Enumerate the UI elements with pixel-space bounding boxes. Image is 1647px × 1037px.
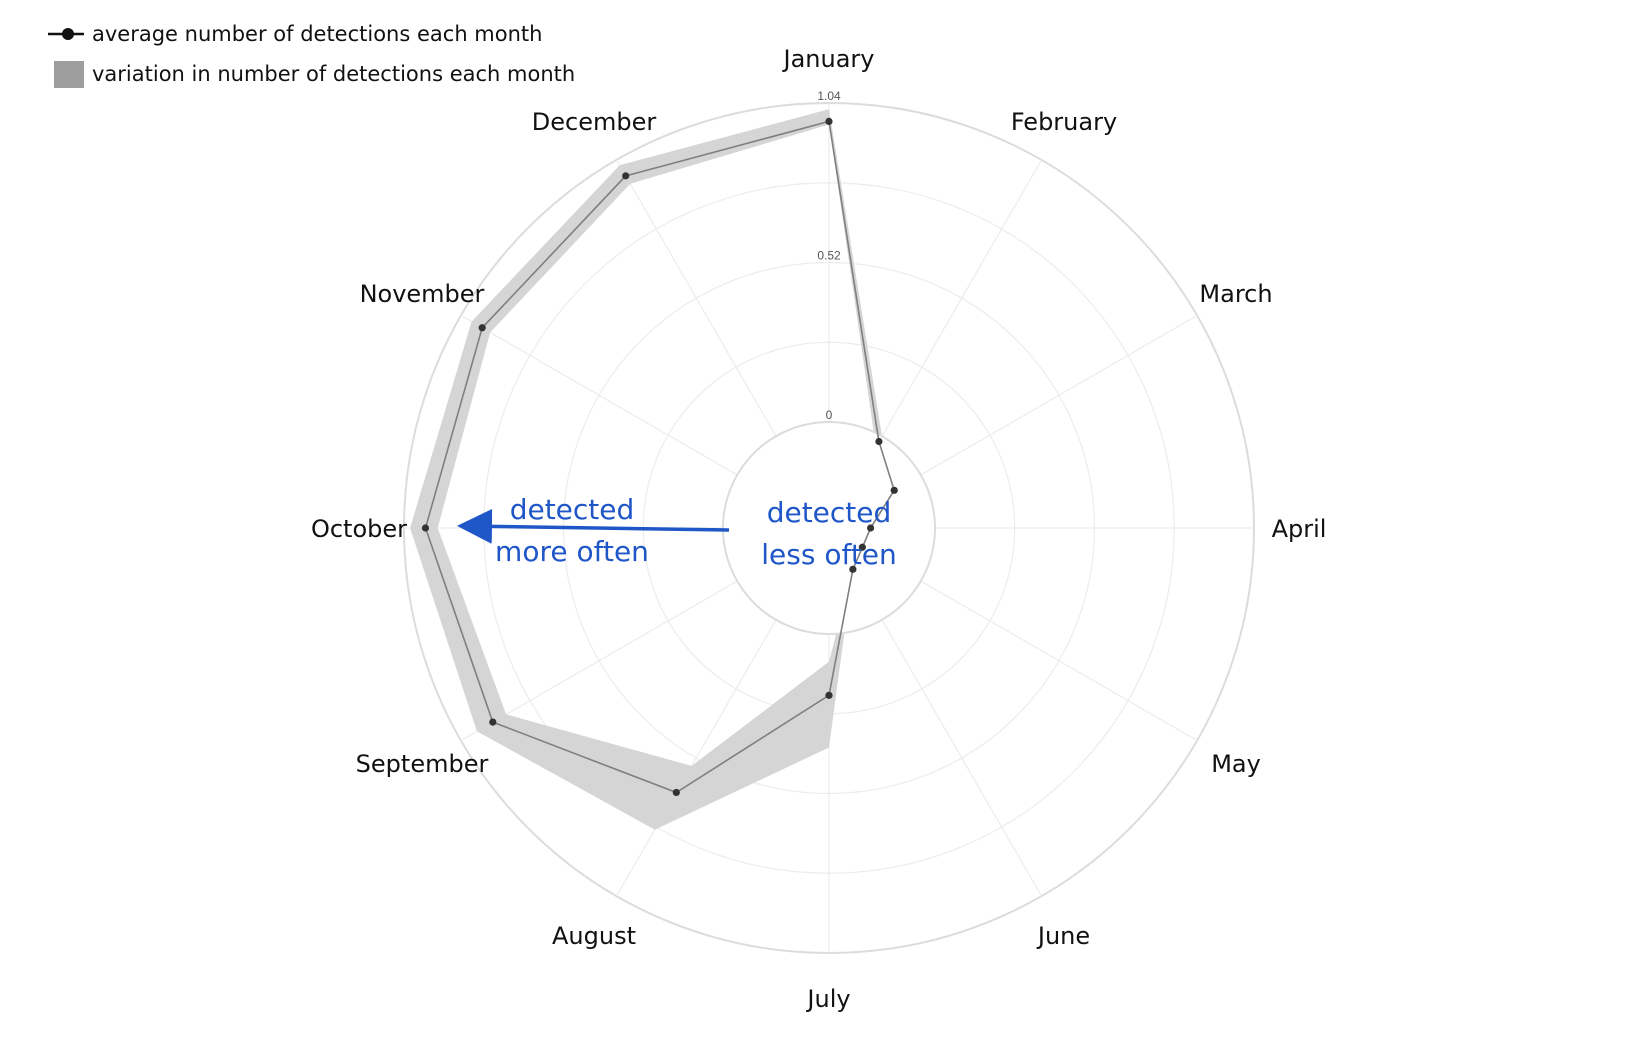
data-point-november (478, 324, 486, 332)
annotation-outer-line1: detected (510, 493, 635, 526)
data-point-may (858, 543, 866, 551)
data-point-march (890, 486, 898, 494)
data-point-january (825, 117, 833, 126)
center-zero-ring (722, 421, 936, 635)
average-line-layer (421, 117, 898, 797)
month-label-october: October (311, 515, 407, 543)
legend-dot-icon (62, 28, 74, 40)
month-label-november: November (360, 280, 485, 308)
tick-label: 1.04 (817, 89, 841, 103)
month-label-december: December (532, 108, 657, 136)
radial-tick-labels: 0 0.52 1.04 (817, 89, 841, 422)
legend: average number of detections each month … (48, 22, 575, 88)
gray-square-icon (54, 61, 84, 88)
legend-label-average: average number of detections each month (92, 22, 542, 46)
data-point-june (849, 565, 857, 573)
tick-label: 0 (826, 408, 833, 422)
month-label-february: February (1011, 108, 1117, 136)
data-point-september (489, 718, 497, 726)
month-label-september: September (356, 750, 489, 778)
data-point-july (825, 691, 833, 699)
annotation-group: detected more often detected less often (457, 493, 897, 571)
legend-label-variation: variation in number of detections each m… (92, 62, 575, 86)
data-point-october (421, 524, 430, 532)
month-label-january: January (782, 45, 875, 73)
tick-label: 0.52 (817, 249, 841, 263)
month-label-may: May (1211, 750, 1261, 778)
month-label-april: April (1272, 515, 1327, 543)
annotation-outer-line2: more often (495, 535, 649, 568)
data-point-december (622, 172, 630, 180)
more-often-arrow (457, 508, 730, 544)
legend-item-average: average number of detections each month (48, 22, 542, 46)
data-point-february (875, 437, 883, 446)
month-labels: January February March April May June July Augu… (311, 45, 1326, 1013)
month-label-august: August (552, 922, 636, 950)
month-label-june: June (1036, 922, 1090, 950)
legend-item-variation: variation in number of detections each m… (54, 61, 575, 88)
data-point-august (672, 788, 680, 797)
annotation-inner-line1: detected (767, 496, 892, 529)
data-point-april (866, 524, 875, 532)
month-label-july: July (805, 985, 850, 1013)
month-label-march: March (1199, 280, 1272, 308)
annotation-inner-line2: less often (761, 538, 897, 571)
